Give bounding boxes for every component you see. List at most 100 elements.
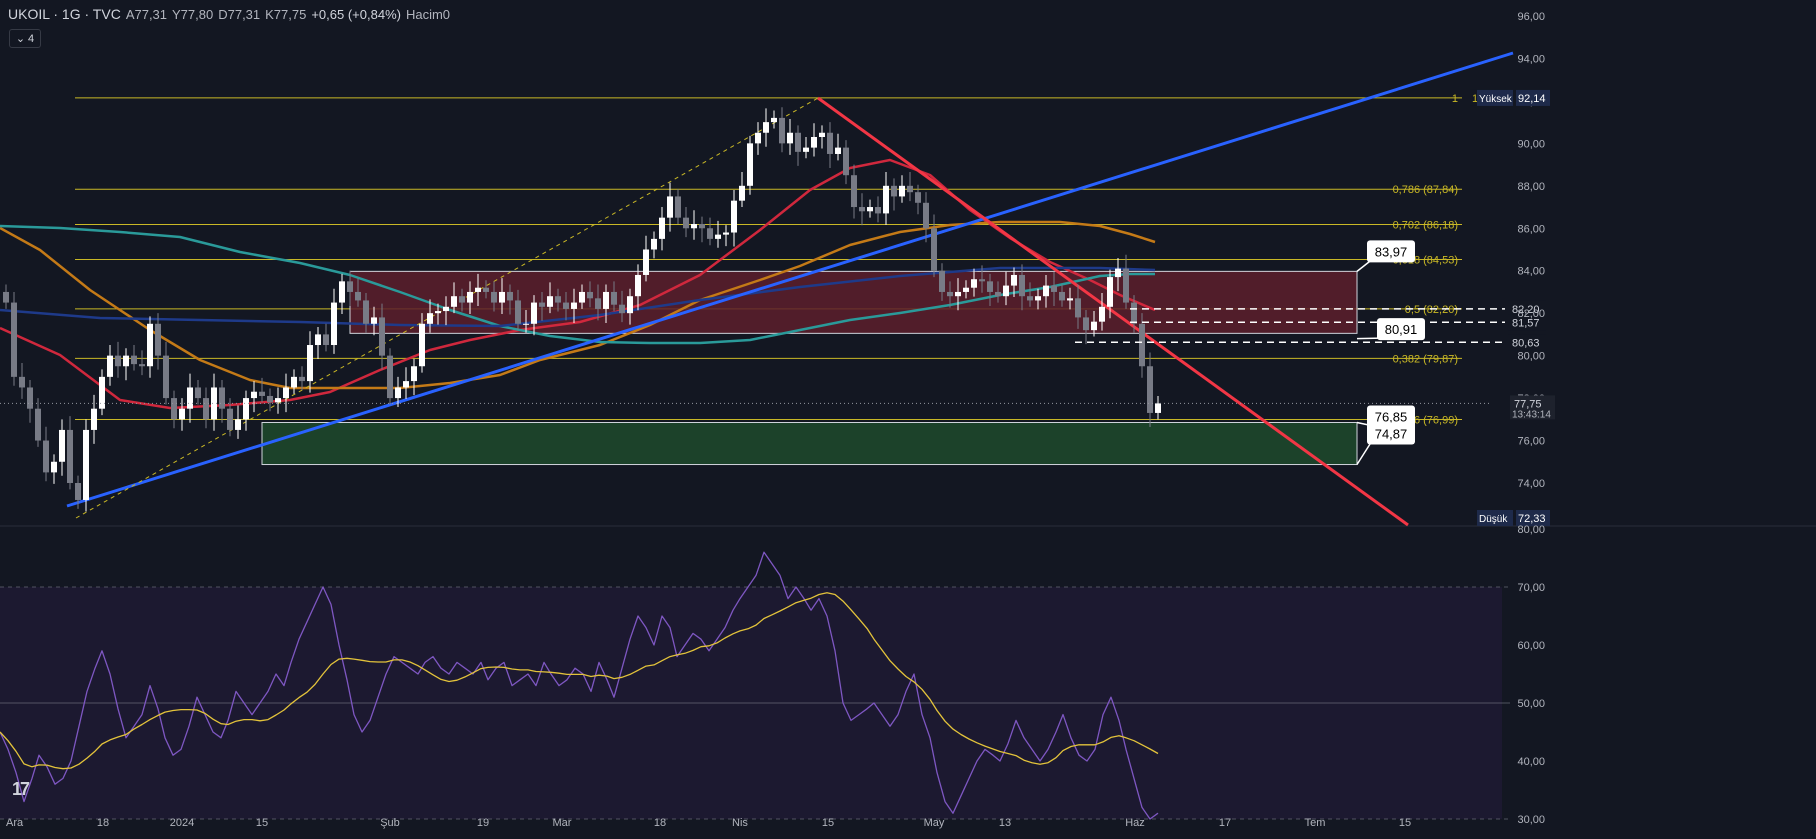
- rsi-axis-tick: 80,00: [1517, 524, 1545, 536]
- candle-body: [771, 117, 777, 123]
- rsi-axis-tick: 30,00: [1517, 814, 1545, 826]
- fib-level-label: 0,5 (82,20): [1405, 304, 1458, 316]
- candle-body: [403, 381, 409, 388]
- callout-box: [1377, 318, 1425, 341]
- high-value: Y77,80: [172, 7, 214, 22]
- candle-body: [523, 323, 529, 325]
- low-value-box: [1516, 510, 1550, 526]
- candle-body: [963, 287, 969, 292]
- candle-body: [843, 147, 849, 176]
- candle-body: [787, 132, 793, 144]
- dashed-level-value: 82,20: [1512, 304, 1540, 316]
- indicator-toggle-button[interactable]: ⌄ 4: [9, 29, 41, 48]
- price-axis-tick: 74,00: [1517, 478, 1545, 490]
- candle-body: [1067, 298, 1073, 301]
- candle-body: [491, 291, 497, 303]
- symbol-header: UKOIL · 1G · TVC A77,31 Y77,80 D77,31 K7…: [8, 6, 450, 22]
- candle-body: [347, 281, 353, 292]
- candle-body: [1003, 285, 1009, 297]
- time-axis-tick: May: [924, 817, 945, 829]
- time-axis-tick: 15: [1399, 817, 1411, 829]
- fib-level-label: 1: [1452, 93, 1458, 105]
- candle-body: [779, 117, 785, 144]
- candle-body: [67, 429, 73, 483]
- candle-body: [1099, 306, 1105, 322]
- candle-body: [931, 228, 937, 271]
- dashed-level-value: 81,57: [1512, 317, 1540, 329]
- candle-body: [275, 398, 281, 403]
- last-price-value: 77,75: [1514, 398, 1542, 410]
- candle-body: [531, 302, 537, 324]
- candle-body: [283, 387, 289, 399]
- low-label-box: [1477, 510, 1513, 526]
- candle-body: [299, 376, 305, 382]
- rsi-axis-tick: 40,00: [1517, 756, 1545, 768]
- price-axis-tick: 88,00: [1517, 181, 1545, 193]
- high-label-text: Yüksek: [1479, 94, 1513, 105]
- candle-body: [923, 202, 929, 229]
- candle-body: [755, 132, 761, 144]
- callout-pointer: [1356, 442, 1372, 465]
- candle-body: [747, 143, 753, 186]
- candle-body: [11, 302, 17, 377]
- candle-body: [499, 291, 505, 303]
- candle-body: [107, 355, 113, 377]
- change-value: +0,65 (+0,84%): [311, 7, 401, 22]
- candle-body: [307, 345, 313, 382]
- candle-body: [1155, 403, 1161, 413]
- candle-body: [1059, 291, 1065, 301]
- candle-body: [27, 387, 33, 409]
- candle-body: [859, 207, 865, 212]
- fib-level-label: 0,786 (87,84): [1393, 184, 1458, 196]
- rsi-axis-tick: 50,00: [1517, 698, 1545, 710]
- candle-body: [971, 279, 977, 288]
- candle-body: [939, 270, 945, 292]
- candle-body: [1139, 323, 1145, 367]
- candle-body: [83, 429, 89, 500]
- candle-body: [75, 482, 81, 500]
- candle-body: [427, 313, 433, 324]
- candle-body: [891, 185, 897, 197]
- moving-average-navy: [0, 266, 1156, 328]
- candle-body: [595, 298, 601, 309]
- candle-body: [619, 304, 625, 314]
- candle-body: [435, 311, 441, 314]
- high-label-value: 92,14: [1518, 93, 1546, 105]
- candle-body: [827, 132, 833, 154]
- price-axis-tick: 76,00: [1517, 436, 1545, 448]
- candle-body: [139, 364, 145, 367]
- candle-body: [883, 185, 889, 214]
- callout-box: [1367, 240, 1415, 263]
- candle-body: [915, 192, 921, 203]
- candle-body: [547, 296, 553, 307]
- candle-body: [563, 302, 569, 309]
- time-axis-tick: 2024: [170, 817, 194, 829]
- candle-body: [1035, 296, 1041, 301]
- candle-body: [219, 387, 225, 409]
- rsi-moving-average: [0, 592, 1159, 770]
- candle-body: [587, 291, 593, 299]
- candle-body: [731, 200, 737, 233]
- symbol-title[interactable]: UKOIL · 1G · TVC: [8, 6, 121, 22]
- candle-body: [475, 287, 481, 292]
- low-label-value: 72,33: [1518, 513, 1546, 525]
- candle-body: [99, 376, 105, 409]
- candle-body: [507, 291, 513, 301]
- candle-body: [411, 366, 417, 382]
- candle-body: [331, 302, 337, 346]
- candle-body: [1123, 268, 1129, 303]
- callout-box: [1367, 422, 1415, 445]
- candle-body: [395, 387, 401, 399]
- candle-body: [947, 291, 953, 297]
- candle-body: [699, 224, 705, 229]
- candle-body: [1019, 274, 1025, 297]
- callout-pointer: [1356, 259, 1372, 272]
- time-axis-tick: Tem: [1305, 817, 1326, 829]
- callout-label: 80,91: [1385, 322, 1418, 337]
- candle-body: [371, 317, 377, 324]
- rsi-line: [0, 551, 1159, 820]
- dashed-level-tag: [1508, 334, 1546, 351]
- candle-body: [995, 291, 1001, 297]
- candle-body: [363, 300, 369, 324]
